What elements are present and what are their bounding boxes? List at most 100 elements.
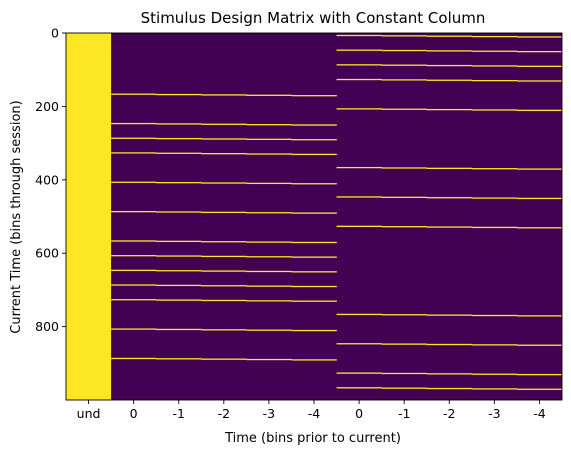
stimulus-mark xyxy=(381,387,428,389)
stimulus-mark xyxy=(381,226,428,228)
stimulus-mark xyxy=(471,314,518,317)
stimulus-mark xyxy=(201,329,247,331)
stimulus-mark xyxy=(381,35,428,37)
stimulus-mark xyxy=(111,299,157,301)
stimulus-mark xyxy=(516,227,563,229)
stimulus-mark xyxy=(156,240,202,243)
stimulus-mark xyxy=(201,182,247,184)
stimulus-mark xyxy=(246,270,292,273)
y-tick-label: 0 xyxy=(51,26,59,41)
stimulus-mark xyxy=(156,284,202,287)
stimulus-mark xyxy=(381,49,428,52)
x-tick-label: und xyxy=(77,406,101,421)
stimulus-mark xyxy=(201,255,247,258)
chart-title: Stimulus Design Matrix with Constant Col… xyxy=(141,9,486,27)
stimulus-mark xyxy=(291,95,337,97)
stimulus-mark xyxy=(471,344,518,346)
stimulus-mark xyxy=(471,197,518,199)
stimulus-mark xyxy=(156,328,202,331)
y-tick-label: 800 xyxy=(35,319,59,334)
stimulus-mark xyxy=(336,225,382,227)
stimulus-mark xyxy=(156,270,202,272)
stimulus-mark xyxy=(156,152,202,154)
stimulus-mark xyxy=(111,357,157,360)
stimulus-mark xyxy=(471,79,518,82)
x-tick-label: -1 xyxy=(398,406,410,421)
stimulus-mark xyxy=(426,387,473,390)
stimulus-mark xyxy=(246,358,292,361)
stimulus-mark xyxy=(336,343,382,345)
stimulus-mark xyxy=(111,255,157,257)
stimulus-mark xyxy=(516,388,563,390)
stimulus-mark xyxy=(111,152,157,154)
stimulus-mark xyxy=(426,343,473,346)
stimulus-mark xyxy=(201,138,247,140)
stimulus-mark xyxy=(426,314,473,316)
stimulus-mark xyxy=(516,168,563,170)
stimulus-mark xyxy=(426,64,473,67)
y-tick-label: 200 xyxy=(35,99,59,114)
stimulus-mark xyxy=(291,153,337,156)
x-tick-label: -2 xyxy=(218,406,230,421)
stimulus-mark xyxy=(201,299,247,302)
stimulus-mark xyxy=(291,183,337,185)
stimulus-mark xyxy=(156,137,202,140)
stimulus-mark xyxy=(111,269,157,272)
stimulus-mark xyxy=(381,314,428,316)
stimulus-mark xyxy=(201,358,247,360)
stimulus-mark xyxy=(336,196,382,198)
stimulus-mark xyxy=(156,93,202,96)
stimulus-mark xyxy=(426,226,473,228)
x-tick-label: -4 xyxy=(533,406,546,421)
stimulus-mark xyxy=(156,255,202,257)
stimulus-mark xyxy=(426,197,473,199)
stimulus-mark xyxy=(336,49,382,51)
stimulus-mark xyxy=(336,108,382,110)
stimulus-mark xyxy=(471,50,518,52)
stimulus-mark xyxy=(336,34,382,37)
x-tick-label: 0 xyxy=(355,406,363,421)
stimulus-mark xyxy=(201,211,247,214)
stimulus-mark xyxy=(111,122,157,125)
stimulus-mark xyxy=(471,35,518,38)
stimulus-mark xyxy=(516,373,563,376)
stimulus-mark xyxy=(426,373,473,375)
stimulus-mark xyxy=(246,241,292,243)
y-tick-label: 600 xyxy=(35,246,59,261)
stimulus-mark xyxy=(381,372,428,375)
stimulus-mark xyxy=(426,35,473,37)
stimulus-mark xyxy=(471,65,518,67)
stimulus-mark xyxy=(381,79,428,81)
stimulus-mark xyxy=(336,387,382,389)
stimulus-mark xyxy=(516,80,563,82)
stimulus-mark xyxy=(246,153,292,155)
stimulus-mark xyxy=(201,285,247,287)
stimulus-mark xyxy=(291,359,337,361)
stimulus-mark xyxy=(201,153,247,155)
stimulus-mark xyxy=(156,123,202,125)
stimulus-mark xyxy=(111,93,157,95)
x-axis-label: Time (bins prior to current) xyxy=(224,431,401,446)
stimulus-mark xyxy=(111,240,157,242)
stimulus-mark xyxy=(111,181,157,183)
stimulus-mark xyxy=(426,108,473,111)
stimulus-mark xyxy=(291,300,337,302)
stimulus-mark xyxy=(471,388,518,390)
x-tick-label: 0 xyxy=(130,406,138,421)
stimulus-mark xyxy=(156,358,202,360)
stimulus-mark xyxy=(336,78,382,81)
stimulus-mark xyxy=(516,315,563,317)
stimulus-mark xyxy=(246,182,292,185)
stimulus-mark xyxy=(291,256,337,258)
stimulus-mark xyxy=(381,167,428,169)
stimulus-mark xyxy=(291,329,337,332)
stimulus-mark xyxy=(111,284,157,286)
stimulus-mark xyxy=(291,212,337,214)
stimulus-mark xyxy=(246,212,292,214)
stimulus-mark xyxy=(156,299,202,301)
stimulus-mark xyxy=(516,50,563,53)
stimulus-mark xyxy=(201,123,247,125)
stimulus-mark xyxy=(471,109,518,111)
stimulus-mark xyxy=(516,109,563,112)
